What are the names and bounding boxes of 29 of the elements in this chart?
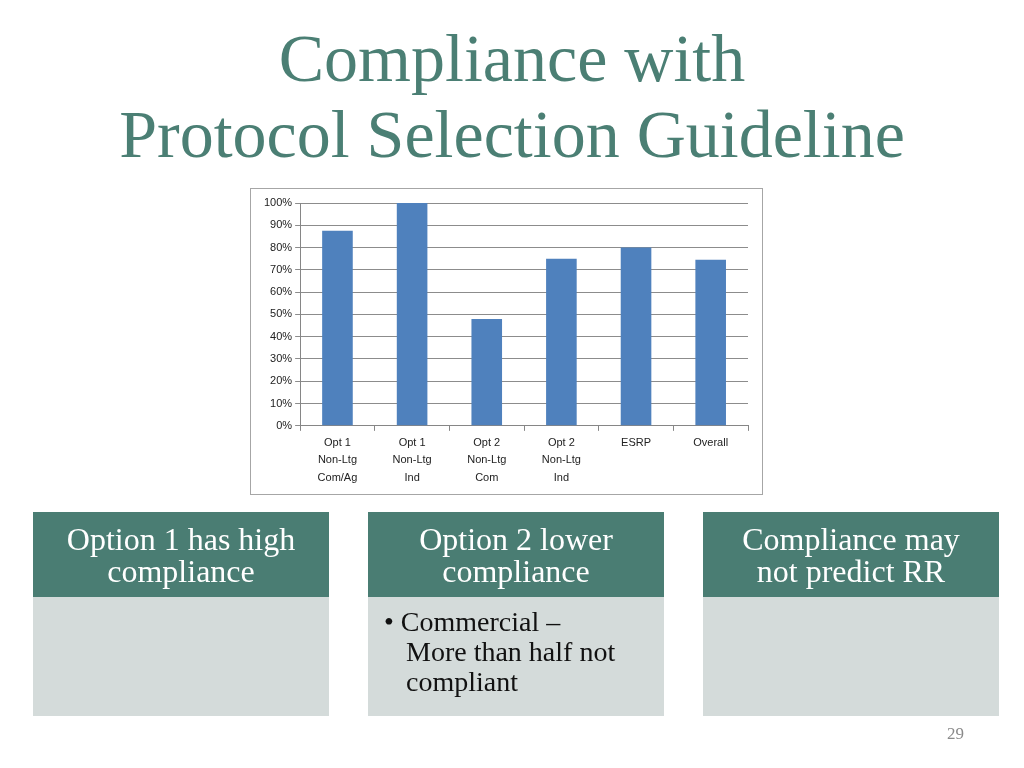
- bar: [396, 203, 428, 426]
- y-tick-label: 0%: [276, 418, 293, 431]
- y-tick-label: 40%: [270, 329, 293, 342]
- text: Option 1 has high compliance: [33, 512, 329, 597]
- y-tick-label: 30%: [270, 352, 293, 365]
- bar: [546, 258, 577, 426]
- y-tick-label: 100%: [263, 196, 293, 209]
- y-tick-label: 80%: [270, 240, 293, 253]
- chart-title: Compliance with Protocol Selection Guideline: [118, 20, 906, 172]
- x-tick-label: Opt 2 Non-Ltg Ind: [541, 436, 581, 483]
- x-tick-label: ESRP: [621, 436, 652, 449]
- y-tick-label: 10%: [270, 396, 293, 409]
- x-tick-label: Opt 1 Non-Ltg Com/Ag: [317, 436, 358, 483]
- y-tick-label: 50%: [270, 307, 293, 320]
- x-tick-label: Opt 1 Non-Ltg Ind: [392, 436, 432, 483]
- text: 29: [947, 724, 964, 744]
- x-tick-label: Opt 2 Non-Ltg Com: [467, 436, 507, 483]
- bar: [471, 318, 503, 426]
- bar: [620, 247, 652, 426]
- y-tick-label: 20%: [270, 374, 293, 387]
- text: Compliance may not predict RR: [703, 512, 999, 597]
- y-tick-label: 60%: [270, 285, 293, 298]
- y-tick-label: 70%: [270, 262, 293, 275]
- text: Option 2 lower compliance: [368, 512, 664, 597]
- bar: [695, 259, 726, 426]
- text: • Commercial – More than half not compliant: [384, 606, 617, 697]
- x-tick-label: Overall: [693, 436, 729, 449]
- y-tick-label: 90%: [270, 218, 293, 231]
- bar: [322, 230, 353, 426]
